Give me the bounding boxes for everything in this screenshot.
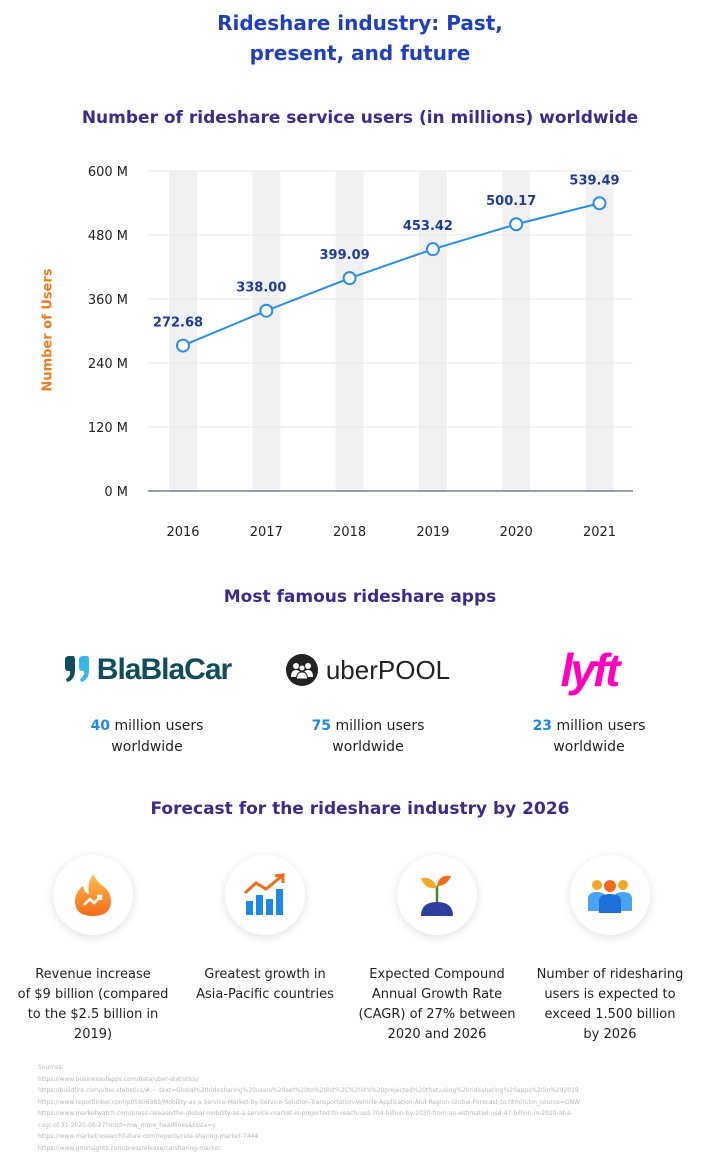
growth-chart-icon (243, 873, 285, 915)
chart-band (252, 171, 281, 491)
chart-title: Number of rideshare service users (in mi… (81, 108, 639, 128)
forecast-line: Asia-Pacific countries (196, 987, 334, 1002)
plant-sprout-icon (421, 875, 453, 916)
chart-data-label: 500.17 (486, 194, 536, 209)
uberpool-user-count: 75 (311, 718, 332, 734)
uberpool-users: 75 million users worldwide (258, 716, 478, 758)
forecast-line: Expected Compound (369, 967, 505, 982)
chart-data-label: 272.68 (153, 316, 203, 331)
forecast-line: Annual Growth Rate (371, 987, 503, 1002)
users-group-icon (588, 880, 632, 913)
chart-data-point (509, 217, 524, 232)
chart-data-point (259, 303, 274, 318)
apps-section-title: Most famous rideshare apps (223, 587, 497, 607)
uberpool-wordmark: uberPOOL (325, 654, 451, 685)
forecast-line: exceed 1.500 billion (544, 1007, 676, 1022)
forecast-growth: Greatest growth in Asia-Pacific countrie… (180, 855, 350, 1005)
blablacar-users-line2: worldwide (111, 739, 183, 755)
sources-block: Sources: https://www.businessofapps.com/… (38, 1062, 698, 1154)
chart-y-tick-label: 120 M (88, 421, 128, 436)
forecast-revenue-text: Revenue increase of $9 billion (compared… (8, 965, 178, 1045)
blablacar-users: 40 million users worldwide (37, 716, 257, 758)
chart-data-label: 453.42 (403, 219, 453, 234)
forecast-users-text: Number of ridesharing users is expected … (525, 965, 695, 1045)
forecast-line: users is expected to (544, 987, 676, 1002)
chart-data-label: 399.09 (320, 248, 370, 263)
source-link[interactable]: https://www.marketwatch.com/press-releas… (38, 1110, 573, 1117)
chart-x-tick-label: 2020 (500, 525, 533, 540)
page-title-line-2: present, and future (249, 41, 471, 65)
forecast-cagr-text: Expected Compound Annual Growth Rate (CA… (352, 965, 522, 1045)
chart-data-label: 338.00 (236, 281, 286, 296)
source-link[interactable]: https://buildfire.com/uber-statistics/#:… (38, 1087, 579, 1094)
forecast-revenue-icon-circle (53, 855, 133, 935)
chart-x-tick-label: 2016 (166, 525, 199, 540)
forecast-section-title: Forecast for the rideshare industry by 2… (150, 799, 570, 819)
lyft-users-line2: worldwide (553, 739, 625, 755)
chart-data-point (592, 196, 607, 211)
chart-y-tick-label: 360 M (88, 293, 128, 308)
uberpool-users-text: million users (335, 718, 425, 734)
app-uberpool: uberPOOL 75 million users worldwide (258, 640, 478, 758)
forecast-users: Number of ridesharing users is expected … (525, 855, 695, 1045)
lyft-users-text: million users (556, 718, 646, 734)
chart-x-tick-label: 2018 (333, 525, 366, 540)
chart-y-tick-label: 600 M (88, 165, 128, 180)
chart-band (169, 171, 197, 491)
lyft-user-count: 23 (532, 718, 553, 734)
lyft-users: 23 million users worldwide (479, 716, 699, 758)
chart-data-point (176, 338, 190, 353)
page-title: Rideshare industry: Past, present, and f… (0, 8, 720, 68)
source-link[interactable]: cagr-of-31-2020-06-27?mod=mw_more_headli… (38, 1121, 216, 1129)
forecast-growth-icon-circle (225, 855, 305, 935)
lyft-logo: lyft (560, 644, 621, 696)
revenue-flame-icon (75, 874, 111, 916)
forecast-cagr: Expected Compound Annual Growth Rate (CA… (352, 855, 522, 1045)
chart-x-tick-label: 2021 (583, 525, 616, 540)
source-link[interactable]: https://www.marketresearchfuture.com/rep… (38, 1133, 259, 1140)
line-chart: 0 M 120 M 240 M 360 M 480 M 600 M 2016 2017 2018… (88, 165, 633, 540)
chart-x-tick-label: 2019 (416, 525, 449, 540)
forecast-line: Greatest growth in (204, 967, 326, 982)
page-title-line-1: Rideshare industry: Past, (217, 11, 503, 35)
forecast-revenue: Revenue increase of $9 billion (compared… (8, 855, 178, 1045)
sources-label: Sources: (38, 1064, 64, 1071)
forecast-users-icon-circle (570, 855, 650, 935)
blablacar-users-text: million users (114, 718, 204, 734)
app-blablacar: BlaBlaCar 40 million users worldwide (37, 640, 257, 758)
forecast-line: by 2026 (583, 1027, 637, 1042)
forecast-line: to the $2.5 billion in 2019) (27, 1007, 159, 1042)
forecast-line: 2020 and 2026 (387, 1027, 487, 1042)
source-link[interactable]: https://www.reportlinker.com/p05806383/M… (38, 1098, 580, 1106)
chart-x-tick-label: 2017 (250, 525, 283, 540)
blablacar-user-count: 40 (90, 718, 111, 734)
chart-series-line (182, 202, 600, 347)
forecast-line: Number of ridesharing (536, 967, 684, 982)
chart-band (585, 171, 614, 491)
people-icon (285, 654, 318, 686)
app-lyft: lyft 23 million users worldwide (479, 640, 699, 758)
quote-mark-icon (64, 656, 89, 682)
forecast-line: of $9 billion (compared (17, 987, 169, 1002)
source-link[interactable]: https://www.gminsights.com/pressrelease/… (38, 1144, 221, 1152)
source-link[interactable]: https://www.businessofapps.com/data/uber… (38, 1075, 199, 1083)
uberpool-logo: uberPOOL (285, 654, 451, 686)
chart-band (335, 171, 364, 491)
chart-data-point (342, 271, 357, 286)
chart-data-point (425, 242, 440, 257)
chart-band (418, 171, 447, 491)
forecast-line: (CAGR) of 27% between (358, 1007, 516, 1022)
forecast-cagr-icon-circle (397, 855, 477, 935)
uberpool-users-line2: worldwide (332, 739, 404, 755)
chart-y-tick-label: 480 M (88, 229, 128, 244)
chart-data-label: 539.49 (569, 173, 619, 188)
chart-y-tick-label: 0 M (104, 485, 128, 500)
chart-y-tick-label: 240 M (88, 357, 128, 372)
blablacar-wordmark: BlaBlaCar (96, 653, 232, 686)
blablacar-logo: BlaBlaCar (63, 653, 232, 687)
forecast-line: Revenue increase (35, 967, 151, 982)
forecast-growth-text: Greatest growth in Asia-Pacific countrie… (180, 965, 350, 1005)
